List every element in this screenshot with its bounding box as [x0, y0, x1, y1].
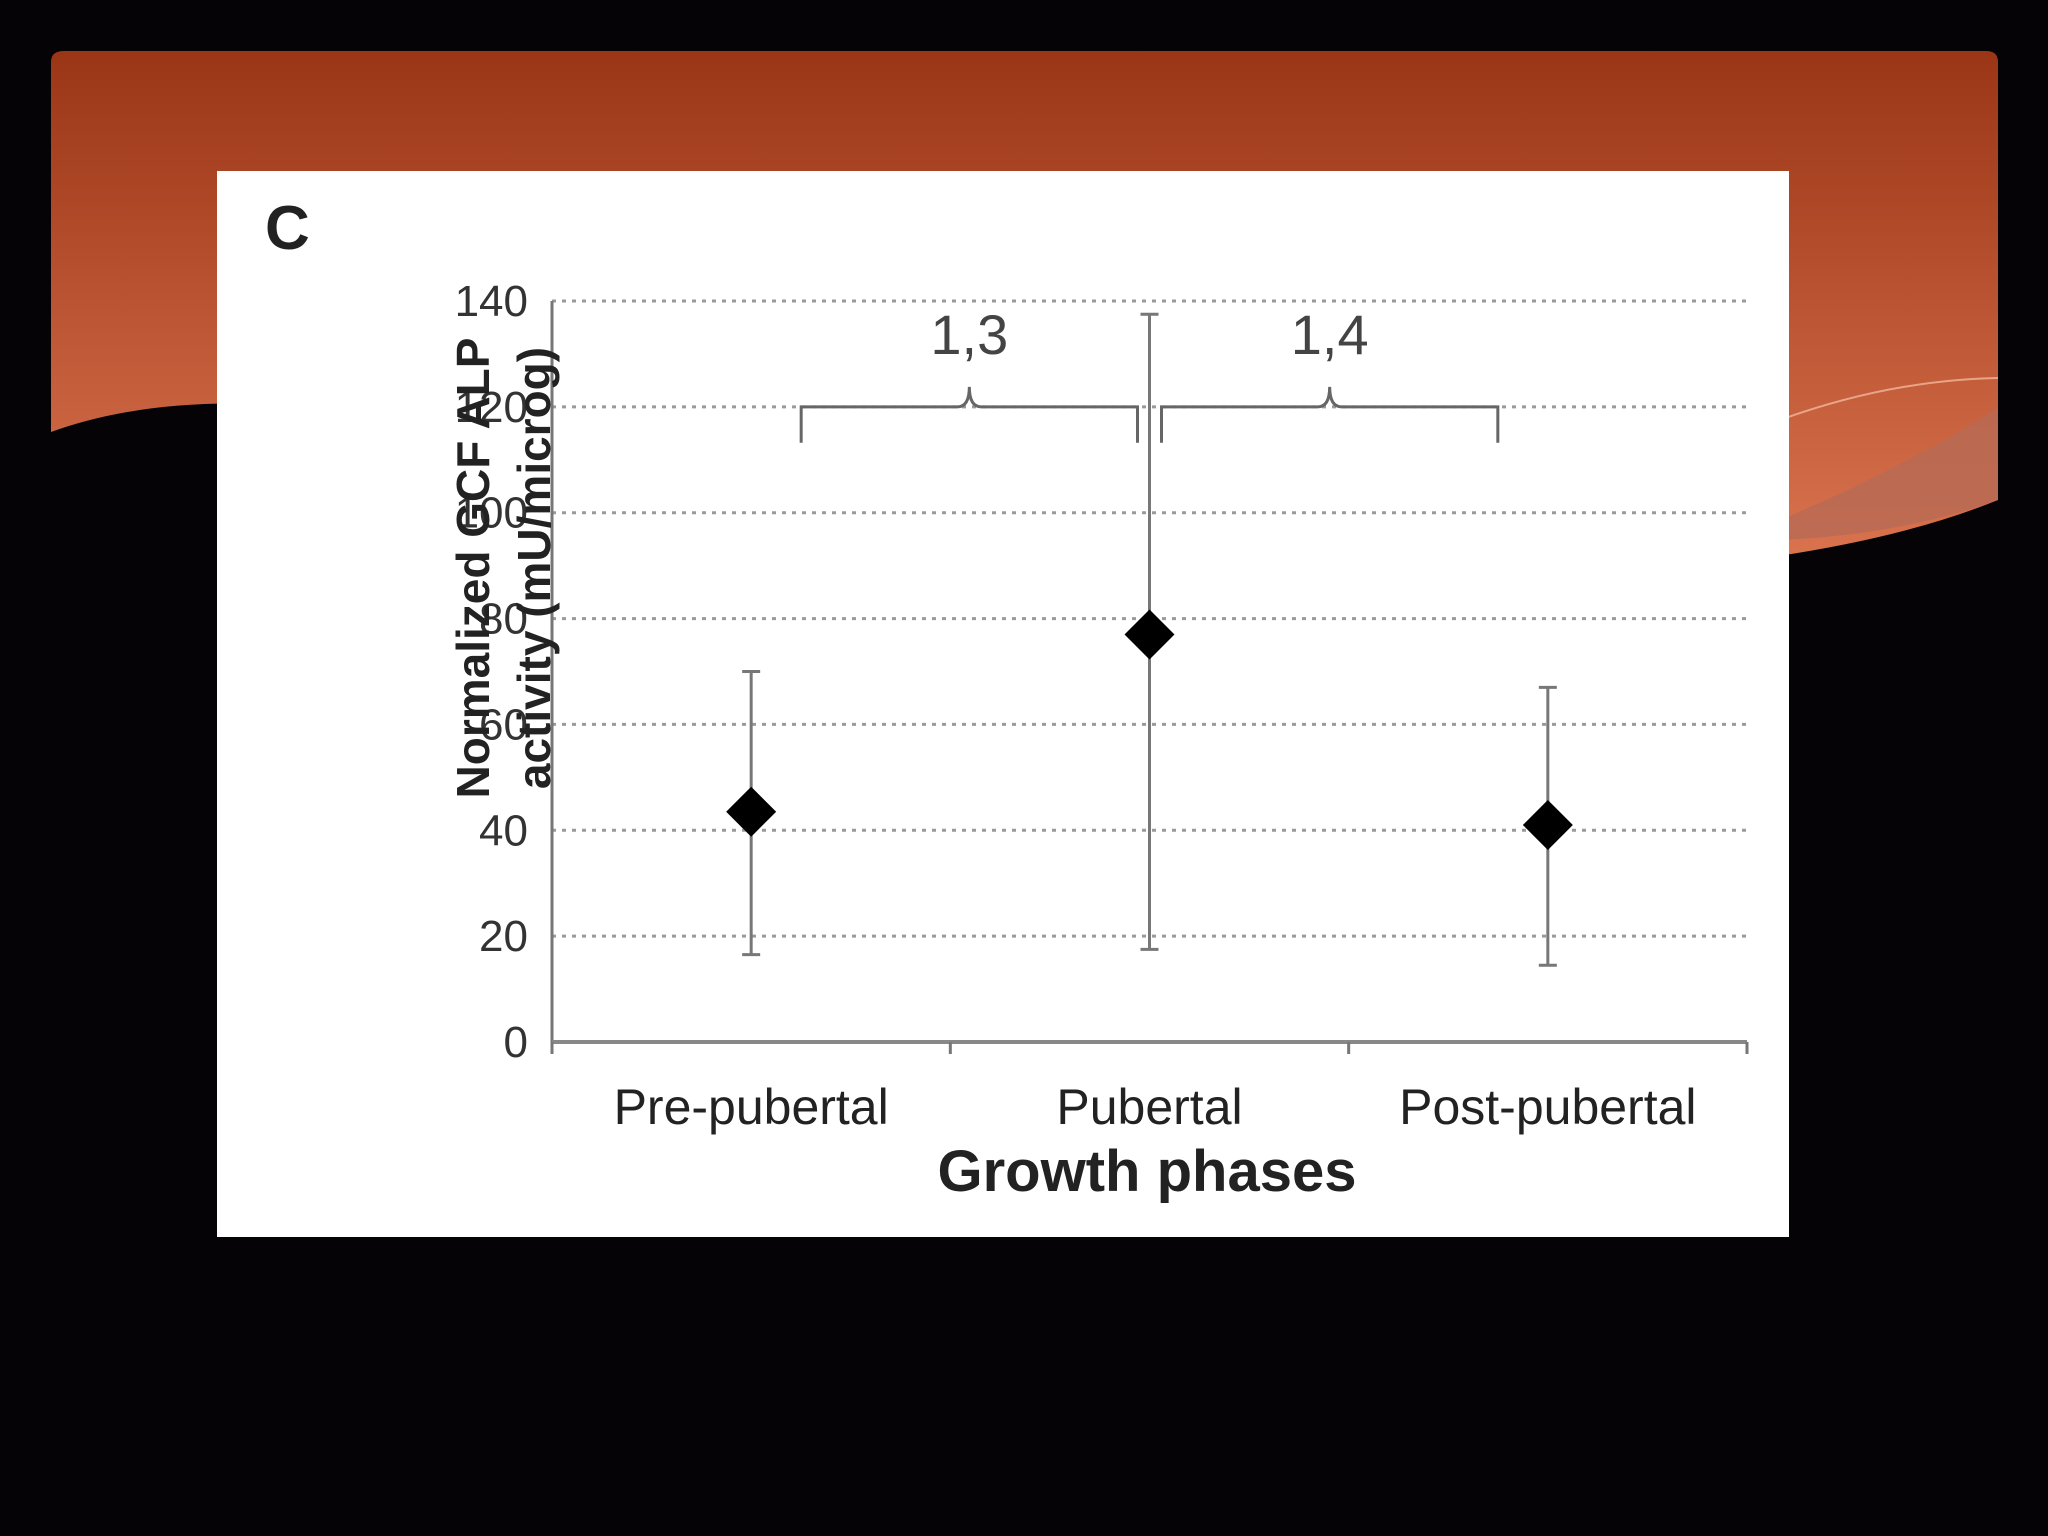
data-point-diamond	[726, 786, 777, 837]
annotations: 1,3 1,4	[799, 303, 1500, 443]
y-axis-title-line2: activity (mU/microg)	[508, 347, 560, 789]
x-axis-title: Growth phases	[938, 1139, 1357, 1204]
y-tick-label: 140	[455, 277, 528, 326]
axes: 0 20 40 60 80 100 120 140 Pre-pubertal Pubertal Po…	[455, 277, 1749, 1135]
significance-bracket	[1160, 386, 1500, 443]
panel-label: C	[265, 194, 310, 263]
y-tick-label: 20	[479, 912, 528, 961]
x-tick-label: Pubertal	[1056, 1079, 1242, 1135]
y-tick-label: 40	[479, 806, 528, 855]
banner-swoosh	[1779, 377, 1999, 421]
x-tick-label: Post-pubertal	[1399, 1079, 1696, 1135]
significance-label: 1,3	[930, 303, 1008, 366]
data-point-diamond	[1124, 609, 1175, 660]
banner-swoosh-lower	[1780, 408, 1998, 540]
y-tick-label: 120	[455, 383, 528, 432]
y-axis-title-line1: Normalized GCF ALP	[447, 338, 499, 799]
chart-figure: 0 20 40 60 80 100 120 140 Pre-pubertal Pubertal Po…	[217, 171, 1789, 1237]
data-points	[726, 609, 1573, 850]
chart-svg: 0 20 40 60 80 100 120 140 Pre-pubertal Pubertal Po…	[265, 194, 1749, 1204]
y-tick-label: 80	[479, 595, 528, 644]
data-point-diamond	[1522, 799, 1573, 850]
y-tick-label: 100	[455, 489, 528, 538]
y-tick-label: 0	[504, 1018, 528, 1067]
y-tick-label: 60	[479, 700, 528, 749]
significance-label: 1,4	[1291, 303, 1369, 366]
significance-bracket	[799, 386, 1139, 443]
x-tick-label: Pre-pubertal	[614, 1079, 889, 1135]
